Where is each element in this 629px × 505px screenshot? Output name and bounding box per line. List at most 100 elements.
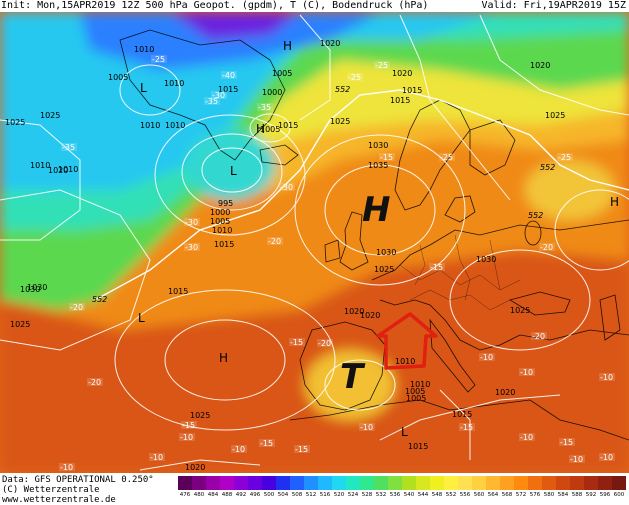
h-marker-greenland: H [283, 39, 292, 53]
temperature-label: -40 [222, 71, 235, 80]
temperature-label: -10 [232, 445, 245, 454]
isobar-label: 1015 [390, 96, 410, 105]
temperature-label: -20 [70, 303, 83, 312]
legend-value: 540 [403, 492, 415, 498]
temperature-label: -15 [460, 423, 473, 432]
legend-swatch [584, 476, 598, 490]
legend-swatch [458, 476, 472, 490]
l-marker-africa: L [401, 425, 408, 439]
isobar-label: 1000 [262, 88, 282, 97]
isobar-label: 1000 [210, 208, 230, 217]
coast-italy [429, 318, 476, 393]
legend-swatch [472, 476, 486, 490]
legend-swatch [206, 476, 220, 490]
temperature-label: -25 [348, 73, 361, 82]
legend-swatch [276, 476, 290, 490]
color-legend-labels: 476 480 484 488 492 496 500 504 508 512 516 520 524 5… [178, 491, 626, 501]
coast-britain [339, 211, 369, 271]
field-orange [0, 100, 629, 330]
valid-time: Valid: Fri,19APR2019 15Z [481, 0, 627, 11]
legend-value: 600 [613, 492, 625, 498]
isobar-label: 1010 [30, 161, 50, 170]
isobar-label: 1025 [190, 411, 210, 420]
coast-baltic [444, 195, 476, 223]
legend-swatch [556, 476, 570, 490]
coast-finland [469, 119, 516, 176]
temperature-label: -15 [290, 338, 303, 347]
temperature-label: -10 [60, 463, 73, 472]
temperature-label: -20 [88, 378, 101, 387]
highlight-arrow [376, 312, 438, 370]
legend-swatch [416, 476, 430, 490]
temperature-label: -10 [570, 455, 583, 464]
legend-value: 544 [417, 492, 429, 498]
legend-value: 492 [235, 492, 247, 498]
isobar-label: 1010 [395, 357, 415, 366]
legend-swatch [514, 476, 528, 490]
legend-swatch [290, 476, 304, 490]
init-info: Init: Mon,15APR2019 12Z 500 hPa Geopot. … [1, 0, 429, 11]
temperature-label: -25 [558, 153, 571, 162]
legend-swatch [402, 476, 416, 490]
temperature-label: -10 [600, 373, 613, 382]
temperature-label: -35 [62, 143, 75, 152]
legend-value: 596 [599, 492, 611, 498]
borders [399, 234, 521, 311]
isobar-label: 1010 [58, 165, 78, 174]
contour-552-label: 552 [335, 85, 350, 94]
temperature-label: -15 [295, 445, 308, 454]
temperature-label: -30 [280, 183, 293, 192]
legend-value: 592 [585, 492, 597, 498]
isobar-label: 1020 [495, 388, 515, 397]
temperature-label: -25 [152, 55, 165, 64]
legend-value: 576 [529, 492, 541, 498]
isobar-label: 1030 [20, 285, 40, 294]
temperature-label: -15 [560, 438, 573, 447]
contour-552 [94, 89, 629, 301]
coastlines [119, 29, 629, 441]
coast-iceland [259, 144, 299, 166]
isobar-label: 1025 [5, 118, 25, 127]
legend-value: 532 [375, 492, 387, 498]
legend-value: 476 [179, 492, 191, 498]
temperature-label: -30 [185, 243, 198, 252]
contour-552-label: 552 [92, 295, 107, 304]
legend-swatch [178, 476, 192, 490]
coast-ireland [324, 239, 341, 263]
coast-iberia [299, 321, 386, 411]
legend-value: 584 [557, 492, 569, 498]
coast-caspian [599, 294, 621, 341]
legend-swatch [360, 476, 374, 490]
isobar-label: 1020 [320, 39, 340, 48]
isobar-label: 1030 [27, 283, 47, 292]
legend-swatch [374, 476, 388, 490]
isobar-label: 1015 [278, 121, 298, 130]
legend-swatch [444, 476, 458, 490]
isobar-label: 1005 [210, 217, 230, 226]
legend-swatch [542, 476, 556, 490]
isobar-label: 1005 [260, 125, 280, 134]
temperature-label: -30 [212, 91, 225, 100]
isobar-label: 1015 [214, 240, 234, 249]
temperature-label: -20 [540, 243, 553, 252]
legend-swatch [570, 476, 584, 490]
legend-value: 496 [249, 492, 261, 498]
website-url[interactable]: www.wetterzentrale.de [2, 495, 116, 505]
field-yellow-iberia [305, 350, 395, 420]
legend-value: 528 [361, 492, 373, 498]
legend-value: 504 [277, 492, 289, 498]
low-pressure-marker: T [340, 357, 366, 397]
isobar-label: 1020 [392, 69, 412, 78]
isobar-label: 995 [218, 199, 233, 208]
temperature-label: -35 [258, 103, 271, 112]
field-purple [170, 12, 300, 40]
legend-swatch [332, 476, 346, 490]
coast-lake [524, 220, 542, 246]
temperature-label: -10 [180, 433, 193, 442]
isobar-label: 1010 [164, 79, 184, 88]
legend-value: 568 [501, 492, 513, 498]
legend-value: 536 [389, 492, 401, 498]
legend-swatch [598, 476, 612, 490]
